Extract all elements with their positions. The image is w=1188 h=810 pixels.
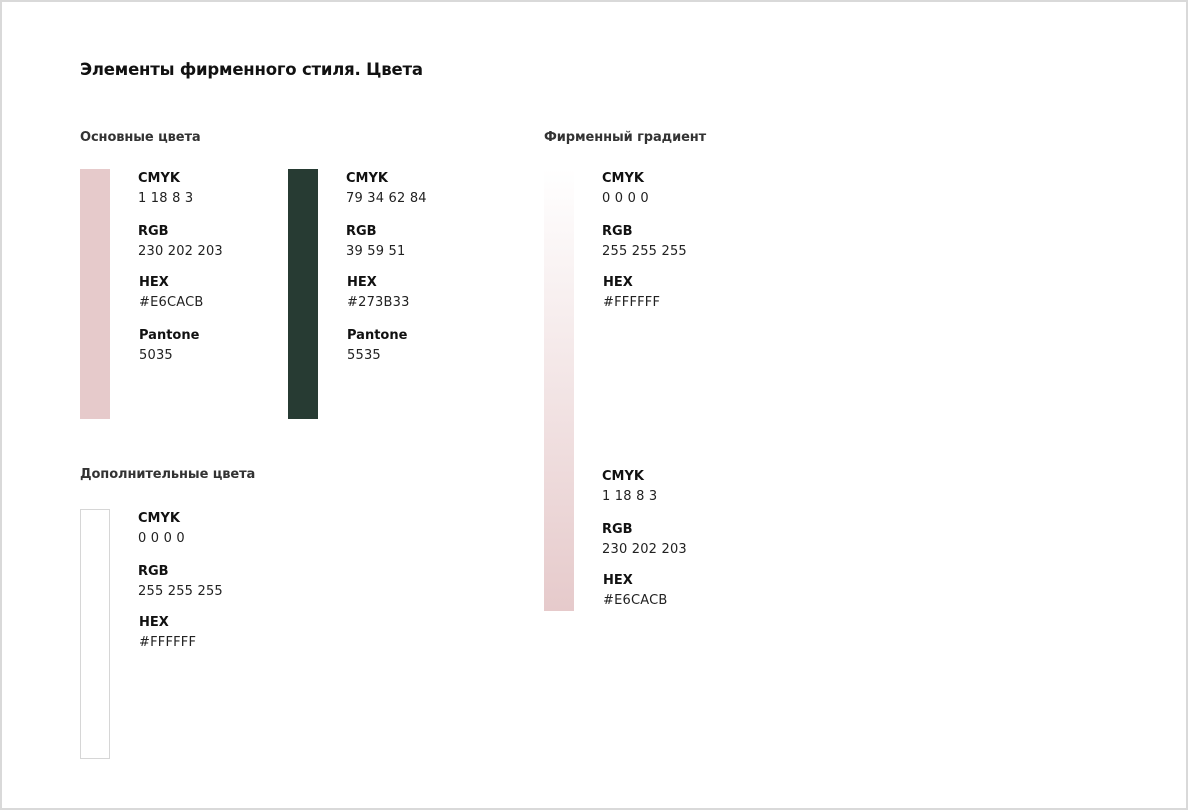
cmyk-label: CMYK [602,469,644,484]
cmyk-label: CMYK [346,171,388,186]
rgb-value: 255 255 255 [602,244,687,259]
hex-value: #FFFFFF [139,635,197,650]
rgb-label: RGB [602,522,633,537]
hex-value: #FFFFFF [603,295,661,310]
brand-gradient-title: Фирменный градиент [544,130,707,145]
hex-value: #E6CACB [603,593,668,608]
pantone-label: Pantone [347,328,408,343]
page-title: Элементы фирменного стиля. Цвета [80,60,423,79]
rgb-label: RGB [602,224,633,239]
cmyk-value: 1 18 8 3 [138,191,194,206]
hex-label: HEX [603,275,633,290]
additional-swatch-white [80,509,110,759]
cmyk-value: 1 18 8 3 [602,489,658,504]
cmyk-value: 0 0 0 0 [138,531,185,546]
pantone-label: Pantone [139,328,200,343]
cmyk-value: 79 34 62 84 [346,191,427,206]
additional-colors-title: Дополнительные цвета [80,467,256,482]
hex-label: HEX [139,615,169,630]
hex-label: HEX [347,275,377,290]
primary-swatch-dark-green [288,169,318,419]
primary-colors-title: Основные цвета [80,130,201,145]
hex-label: HEX [139,275,169,290]
hex-value: #273B33 [347,295,410,310]
cmyk-label: CMYK [138,171,180,186]
pantone-value: 5535 [347,348,381,363]
rgb-value: 230 202 203 [602,542,687,557]
rgb-value: 255 255 255 [138,584,223,599]
pantone-value: 5035 [139,348,173,363]
gradient-swatch [544,169,574,611]
cmyk-value: 0 0 0 0 [602,191,649,206]
rgb-label: RGB [346,224,377,239]
hex-value: #E6CACB [139,295,204,310]
rgb-value: 230 202 203 [138,244,223,259]
hex-label: HEX [603,573,633,588]
cmyk-label: CMYK [138,511,180,526]
primary-swatch-pink [80,169,110,419]
rgb-value: 39 59 51 [346,244,406,259]
rgb-label: RGB [138,564,169,579]
cmyk-label: CMYK [602,171,644,186]
rgb-label: RGB [138,224,169,239]
